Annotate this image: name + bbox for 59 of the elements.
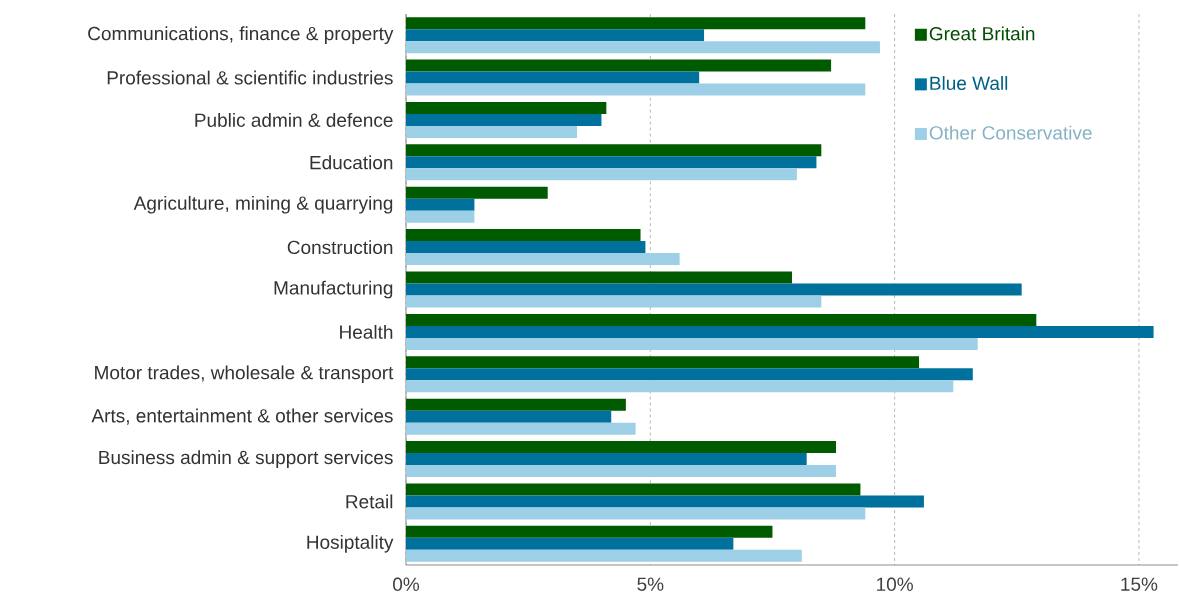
y-tick-label: Communications, finance & property [88,26,394,45]
y-tick-label: Arts, entertainment & other services [91,408,393,425]
y-tick-label: Health [340,324,393,339]
bar [406,283,1022,296]
bar [406,368,973,381]
bar [406,210,475,223]
bar [406,144,822,157]
x-tick-label: 15% [1121,577,1158,591]
bar [406,71,700,84]
x-tick-label: 10% [877,577,913,591]
bar [406,229,641,242]
x-tick-label: 0% [393,577,420,591]
y-tick-label: Motor trades, wholesale & transport [95,365,394,384]
bar [406,295,822,308]
bar [406,537,734,550]
bar [406,337,978,350]
x-tick-label: 5% [637,577,664,591]
bar [406,101,607,114]
bar [406,422,636,435]
legend-label: Blue Wall [930,76,1008,91]
bar [406,495,924,508]
bar [406,41,880,54]
bar [406,168,797,181]
bar [406,113,602,126]
bar [406,483,861,496]
y-tick-label: Retail [346,494,393,509]
bar [406,198,475,211]
y-tick-label: Hosiptality [307,534,394,553]
y-tick-label: Education [310,155,393,170]
bar [406,441,836,454]
bar [406,325,1154,338]
bar [406,465,836,478]
bar [406,83,866,96]
bar [406,17,866,30]
bar [406,125,578,138]
bar [406,549,802,562]
bar [406,398,626,411]
bar [406,507,866,520]
bar [406,186,548,199]
bar [406,313,1037,326]
bar [406,525,773,538]
bar [406,380,954,393]
legend-label: Other Conservative [929,125,1092,140]
bar [406,156,817,169]
bar [406,410,612,423]
y-tick-label: Business admin & support services [99,450,393,468]
y-tick-label: Agriculture, mining & quarrying [133,195,393,214]
legend-label: Great Britain [929,26,1035,41]
bar [406,29,705,42]
y-tick-label: Manufacturing [274,280,393,299]
bar [406,59,832,72]
bar [406,241,646,254]
bar [406,453,807,466]
y-tick-label: Professional & scientific industries [107,70,393,85]
bar [406,356,920,369]
y-tick-label: Construction [287,240,393,255]
bar [406,271,793,284]
y-tick-label: Public admin & defence [195,112,393,127]
bar [406,253,680,266]
